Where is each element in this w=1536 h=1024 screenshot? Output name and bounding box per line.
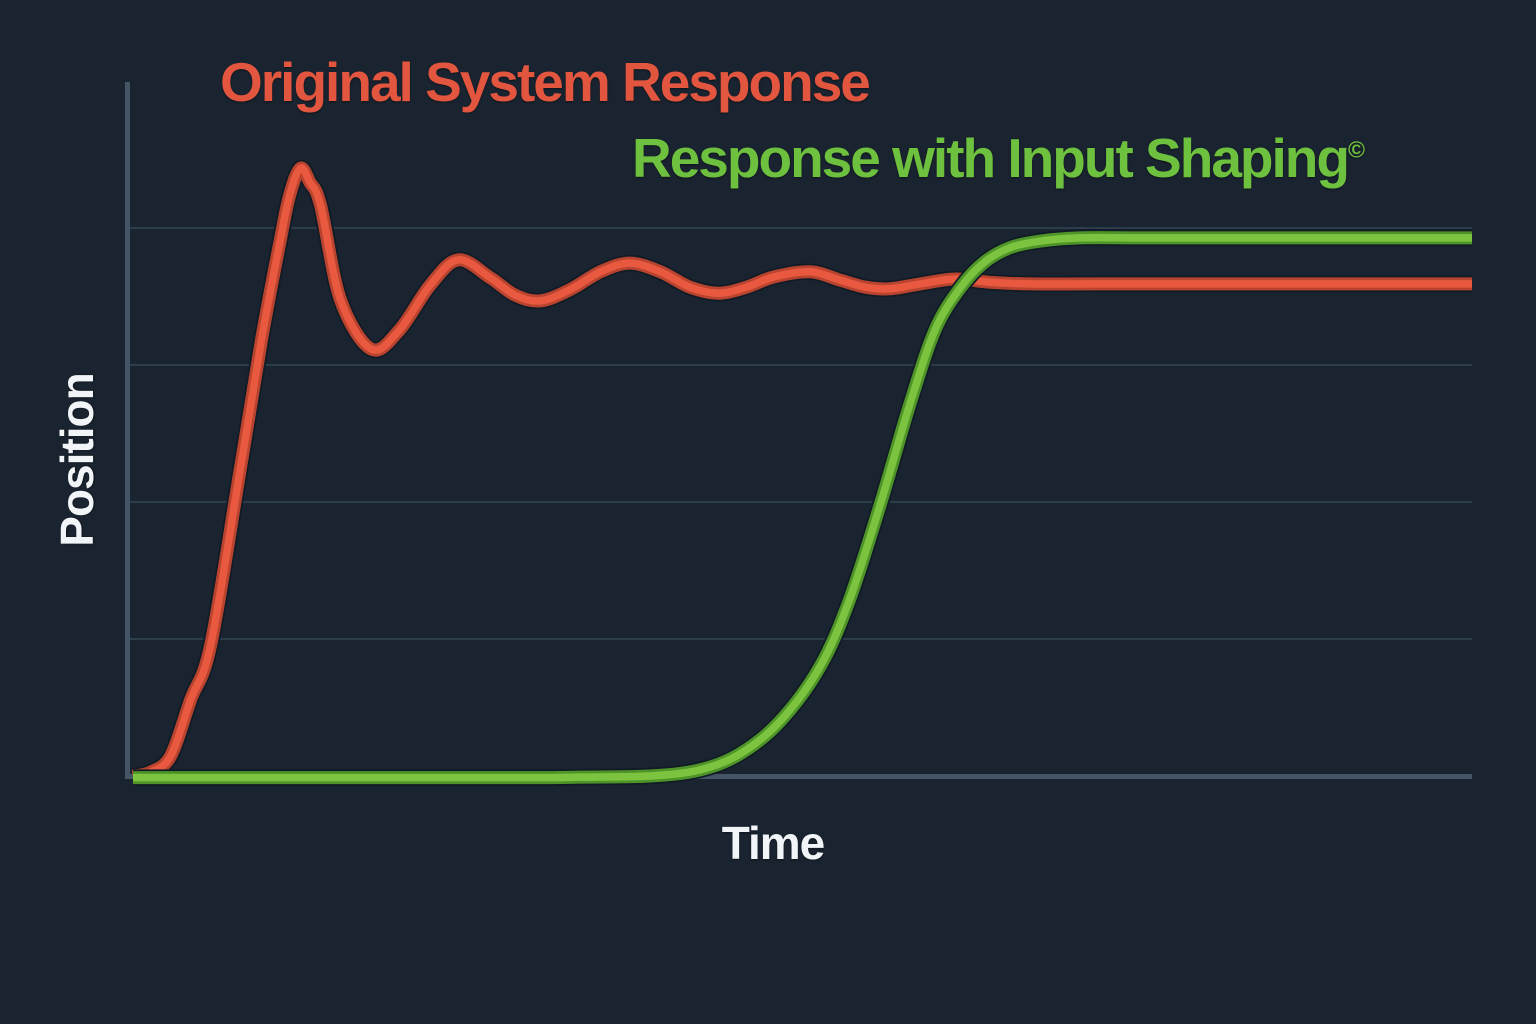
legend-green-text: Response with Input Shaping [632,127,1350,189]
y-axis-label: Position [51,373,103,547]
legend-original-system-response: Original System Response [220,51,871,113]
legend-response-with-input-shaping: Response with Input Shaping© [632,126,1365,190]
copyright-superscript: © [1348,136,1366,163]
series-original-response-core [132,164,1472,780]
series-input-shaping-response-core [132,233,1472,782]
x-axis-label: Time [721,817,826,869]
